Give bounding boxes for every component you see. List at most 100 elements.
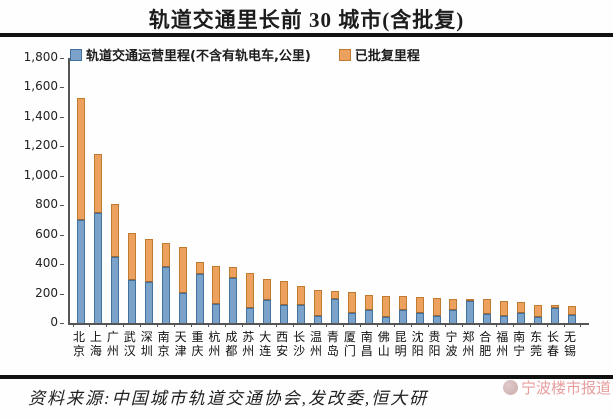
bar-segment-approved — [381, 296, 390, 317]
top-divider — [0, 33, 613, 37]
x-axis-tick-mark — [106, 323, 108, 327]
bar-segment-approved — [178, 247, 187, 293]
x-axis-tick-mark — [563, 323, 565, 327]
legend: 轨道交通运营里程(不含有轨电车,公里) 已批复里程 — [70, 45, 420, 64]
bar-segment-operating — [195, 274, 204, 323]
x-axis-city-label: 武汉 — [123, 330, 136, 358]
x-axis-city-label: 厦门 — [343, 330, 356, 358]
x-axis-tick-mark — [546, 323, 548, 327]
bar-厦门 — [347, 292, 356, 323]
x-axis-city-label: 郑州 — [462, 330, 475, 358]
y-axis-tick-label: 1,000 — [23, 167, 58, 182]
x-axis-tick-mark — [241, 323, 243, 327]
legend-label-operating: 轨道交通运营里程(不含有轨电车,公里) — [86, 49, 311, 64]
x-axis-tick-mark — [174, 323, 176, 327]
x-axis-tick-mark — [411, 323, 413, 327]
y-axis-tick-label: 1,400 — [23, 108, 58, 123]
bar-segment-operating — [364, 310, 373, 323]
bar-segment-approved — [161, 243, 170, 267]
x-axis-tick-mark — [394, 323, 396, 327]
bar-南宁 — [517, 302, 526, 323]
legend-item-approved: 已批复里程 — [338, 45, 420, 64]
bar-segment-approved — [297, 286, 306, 305]
bar-segment-approved — [398, 296, 407, 310]
watermark-text: 宁波楼市报道 — [520, 381, 611, 397]
x-axis-tick-mark — [529, 323, 531, 327]
x-axis-tick-mark — [478, 323, 480, 327]
y-axis-tick-label: 800 — [35, 197, 58, 212]
bar-segment-operating — [415, 313, 424, 323]
bar-segment-operating — [161, 267, 170, 323]
bar-贵阳 — [432, 298, 441, 323]
operating-series-swatch-icon — [70, 48, 82, 61]
x-axis-city-label: 北京 — [72, 330, 85, 358]
bar-成都 — [229, 267, 238, 323]
bar-segment-approved — [517, 302, 526, 313]
bar-杭州 — [212, 266, 221, 323]
y-axis-tick-label: 1,200 — [23, 138, 58, 153]
bar-segment-operating — [347, 313, 356, 323]
x-axis-tick-mark — [512, 323, 514, 327]
bar-武汉 — [127, 233, 136, 323]
y-axis-tick-mark — [60, 264, 64, 266]
bar-segment-operating — [517, 313, 526, 323]
y-axis-tick-label: 1,800 — [23, 50, 58, 64]
x-axis-tick-mark — [428, 323, 430, 327]
x-axis-city-label: 温州 — [310, 330, 323, 358]
y-axis-tick-label: 200 — [35, 285, 58, 300]
y-axis-tick-mark — [60, 116, 64, 118]
bar-segment-operating — [432, 316, 441, 323]
x-axis-city-label: 合肥 — [479, 330, 492, 358]
bar-温州 — [314, 290, 323, 323]
bar-segment-operating — [314, 316, 323, 323]
bar-沈阳 — [415, 297, 424, 323]
bar-长春 — [551, 305, 560, 323]
bar-segment-approved — [483, 299, 492, 314]
bar-segment-operating — [212, 304, 221, 323]
bar-重庆 — [195, 262, 204, 323]
bar-segment-approved — [280, 281, 289, 305]
x-axis-city-label: 成都 — [225, 330, 238, 358]
x-axis-city-label: 东莞 — [530, 330, 543, 358]
x-axis-tick-mark — [580, 323, 582, 327]
bar-segment-operating — [127, 280, 136, 323]
bar-西安 — [280, 281, 289, 323]
y-axis-tick-label: 1,600 — [23, 79, 58, 94]
x-axis-city-label: 上海 — [89, 330, 102, 358]
x-axis-city-label: 昆明 — [394, 330, 407, 358]
bar-segment-operating — [246, 308, 255, 323]
x-axis-labels: 北京 上海 广州 武汉 深圳 南京 天津 重庆 杭州 成都 苏州 大连 西安 长沙 温州 青岛 厦门 南昌 佛山 昆明… — [68, 330, 587, 370]
y-axis-tick-label: 0 — [50, 315, 58, 329]
bar-无锡 — [567, 306, 576, 323]
bar-segment-operating — [500, 316, 509, 323]
x-axis-tick-mark — [343, 323, 345, 327]
bar-合肥 — [483, 299, 492, 323]
bar-福州 — [500, 301, 509, 323]
x-axis-tick-mark — [292, 323, 294, 327]
bar-segment-approved — [93, 154, 102, 213]
x-axis-city-label: 杭州 — [208, 330, 221, 358]
x-axis-city-label: 沈阳 — [411, 330, 424, 358]
bar-segment-approved — [110, 204, 119, 257]
bar-segment-approved — [229, 267, 238, 278]
x-axis-city-label: 西安 — [276, 330, 289, 358]
bar-昆明 — [398, 296, 407, 323]
bar-segment-approved — [195, 262, 204, 274]
bar-青岛 — [330, 291, 339, 323]
x-axis-city-label: 南京 — [157, 330, 170, 358]
bar-segment-operating — [534, 317, 543, 323]
y-axis-tick-mark — [60, 87, 64, 89]
x-axis-tick-mark — [140, 323, 142, 327]
x-axis-tick-mark — [309, 323, 311, 327]
x-axis-tick-mark — [157, 323, 159, 327]
bar-segment-approved — [212, 266, 221, 304]
bar-segment-operating — [449, 310, 458, 323]
bar-宁波 — [449, 299, 458, 323]
x-axis-tick-mark — [72, 323, 74, 327]
x-axis-city-label: 重庆 — [191, 330, 204, 358]
x-axis-city-label: 佛山 — [377, 330, 390, 358]
bar-segment-operating — [466, 301, 475, 323]
x-axis-city-label: 南昌 — [360, 330, 373, 358]
bar-segment-approved — [347, 292, 356, 313]
